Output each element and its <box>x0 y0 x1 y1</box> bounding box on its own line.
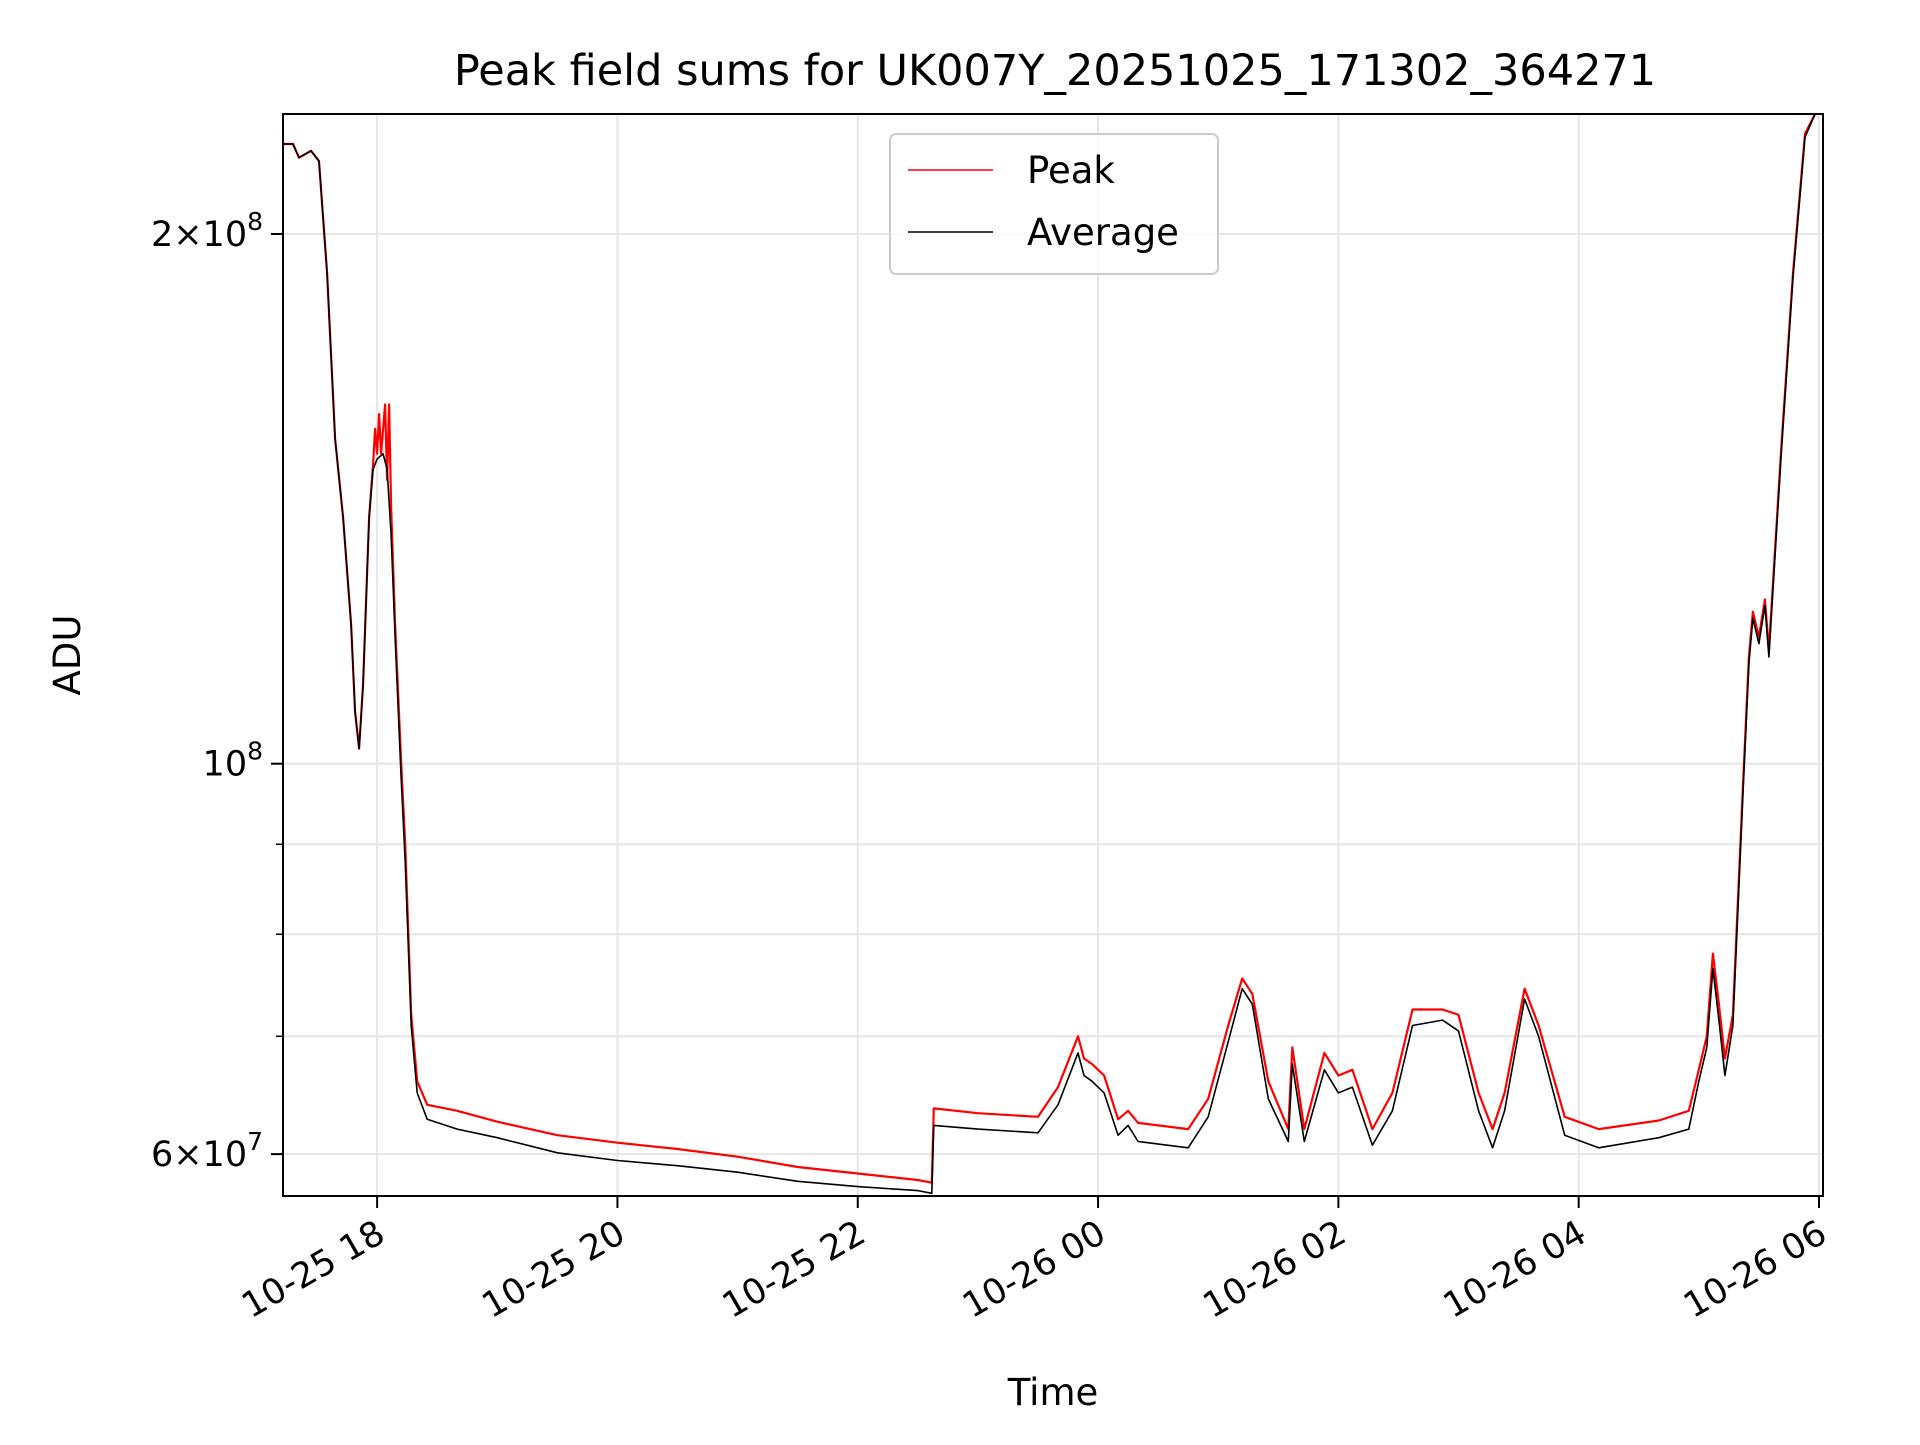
legend: Peak Average <box>889 133 1219 275</box>
series-line-peak <box>283 114 1816 1184</box>
y-tick-label: 6×107 <box>151 1127 263 1175</box>
legend-label-peak: Peak <box>1027 149 1115 192</box>
y-tick-label: 108 <box>203 737 263 785</box>
series-lines <box>283 114 1816 1195</box>
y-axis-title: ADU <box>46 615 89 696</box>
legend-label-average: Average <box>1027 211 1179 254</box>
chart-title: Peak field sums for UK007Y_20251025_1713… <box>454 46 1656 96</box>
legend-box <box>889 133 1219 275</box>
plot-frame <box>282 113 1824 1197</box>
y-tick-label: 2×108 <box>151 207 263 255</box>
series-line-average <box>283 114 1816 1195</box>
x-axis-title: Time <box>1007 1371 1099 1414</box>
